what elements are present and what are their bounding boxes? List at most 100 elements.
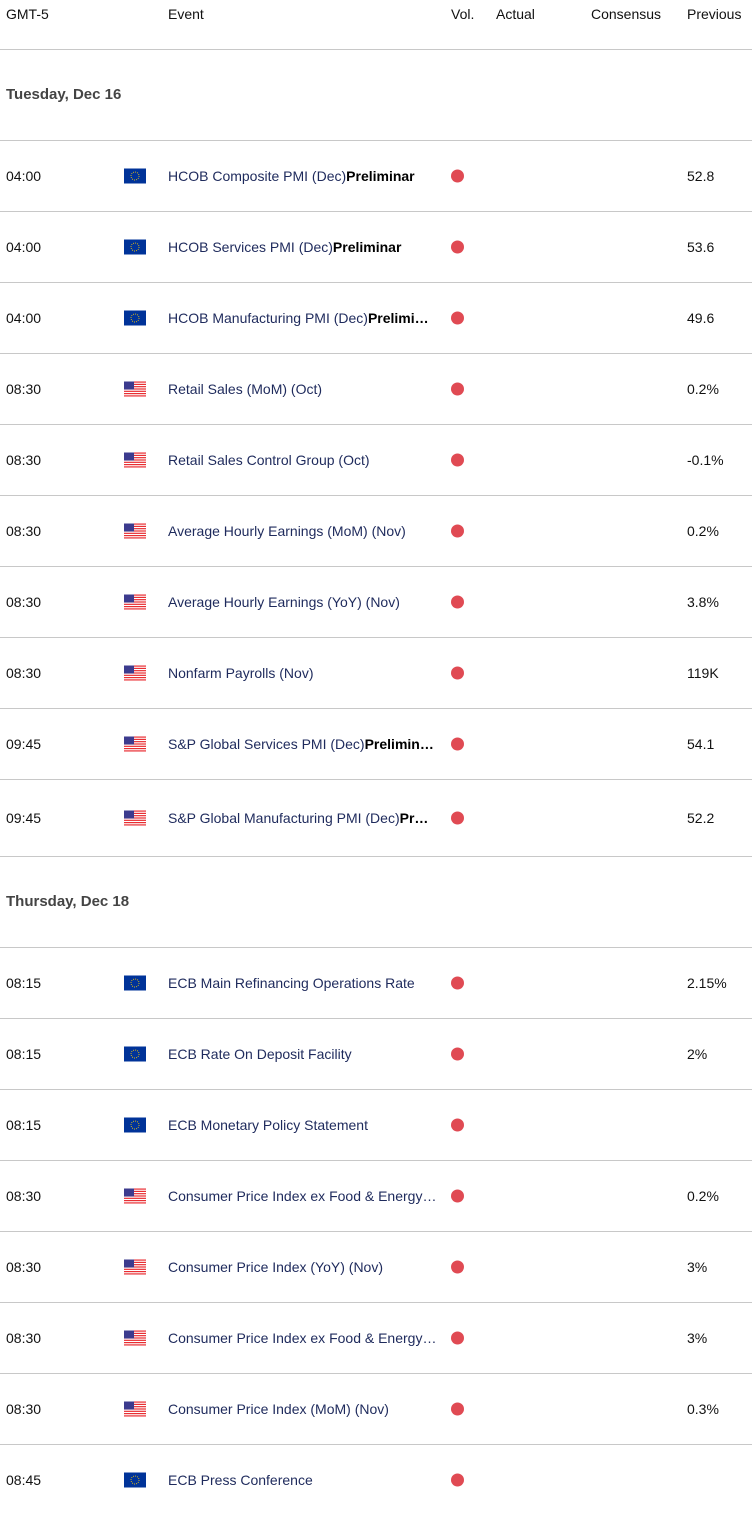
high-volatility-icon	[451, 453, 464, 467]
event-row[interactable]: 08:15 ECB Main Refinancing Operations Rat…	[0, 948, 752, 1019]
event-row[interactable]: 08:30 Consumer Price Index ex Food & Ener…	[0, 1303, 752, 1374]
event-name[interactable]: Retail Sales Control Group (Oct)	[168, 452, 448, 468]
us-flag-icon	[124, 736, 146, 752]
actual-header: Actual	[496, 6, 535, 22]
event-title: ECB Main Refinancing Operations Rate	[168, 975, 415, 991]
event-list: Tuesday, Dec 16 04:00 HCOB Composite PMI (…	[0, 50, 752, 1515]
high-volatility-icon	[451, 1189, 464, 1203]
event-row[interactable]: 08:15 ECB Rate On Deposit Facility 2%	[0, 1019, 752, 1090]
high-volatility-icon	[451, 240, 464, 254]
event-title: Average Hourly Earnings (MoM) (Nov)	[168, 523, 406, 539]
event-row[interactable]: 04:00 HCOB Manufacturing PMI (Dec)Prelimi…	[0, 283, 752, 354]
event-title: S&P Global Manufacturing PMI (Dec)	[168, 810, 400, 826]
high-volatility-icon	[451, 1118, 464, 1132]
eu-flag-icon	[124, 1472, 146, 1488]
previous-value: 0.2%	[687, 1188, 719, 1204]
volatility-header: Vol.	[451, 6, 475, 22]
event-row[interactable]: 08:30 Nonfarm Payrolls (Nov) 119K	[0, 638, 752, 709]
high-volatility-icon	[451, 382, 464, 396]
event-name[interactable]: ECB Press Conference	[168, 1472, 448, 1488]
day-label: Thursday, Dec 18	[6, 893, 130, 910]
event-name[interactable]: HCOB Manufacturing PMI (Dec)Prelimi…	[168, 310, 448, 326]
previous-value: 52.2	[687, 810, 715, 826]
high-volatility-icon	[451, 595, 464, 609]
event-row[interactable]: 04:00 HCOB Services PMI (Dec)Preliminar 53…	[0, 212, 752, 283]
event-name[interactable]: Consumer Price Index ex Food & Energy…	[168, 1188, 448, 1204]
event-title: Average Hourly Earnings (YoY) (Nov)	[168, 594, 400, 610]
event-time: 08:30	[6, 594, 42, 610]
event-name[interactable]: ECB Rate On Deposit Facility	[168, 1046, 448, 1062]
event-name[interactable]: Consumer Price Index ex Food & Energy…	[168, 1330, 448, 1346]
event-row[interactable]: 08:15 ECB Monetary Policy Statement	[0, 1090, 752, 1161]
high-volatility-icon	[451, 976, 464, 990]
event-title: ECB Monetary Policy Statement	[168, 1117, 368, 1133]
us-flag-icon	[124, 810, 146, 826]
event-row[interactable]: 08:30 Average Hourly Earnings (MoM) (Nov)…	[0, 496, 752, 567]
event-time: 08:30	[6, 665, 42, 681]
event-name[interactable]: Consumer Price Index (YoY) (Nov)	[168, 1259, 448, 1275]
event-row[interactable]: 08:30 Consumer Price Index (MoM) (Nov) 0.3…	[0, 1374, 752, 1445]
event-title: Retail Sales (MoM) (Oct)	[168, 381, 323, 397]
event-name[interactable]: Average Hourly Earnings (MoM) (Nov)	[168, 523, 448, 539]
eu-flag-icon	[124, 310, 146, 326]
day-label: Tuesday, Dec 16	[6, 86, 122, 103]
previous-value: -0.1%	[687, 452, 724, 468]
high-volatility-icon	[451, 1047, 464, 1061]
event-name[interactable]: Consumer Price Index (MoM) (Nov)	[168, 1401, 448, 1417]
event-name[interactable]: Average Hourly Earnings (YoY) (Nov)	[168, 594, 448, 610]
event-time: 08:15	[6, 975, 42, 991]
event-row[interactable]: 08:45 ECB Press Conference	[0, 1445, 752, 1515]
event-time: 09:45	[6, 736, 42, 752]
event-row[interactable]: 08:30 Consumer Price Index ex Food & Ener…	[0, 1161, 752, 1232]
eu-flag-icon	[124, 975, 146, 991]
event-row[interactable]: 08:30 Consumer Price Index (YoY) (Nov) 3%	[0, 1232, 752, 1303]
event-name[interactable]: S&P Global Services PMI (Dec)Prelimin…	[168, 736, 448, 752]
event-row[interactable]: 08:30 Average Hourly Earnings (YoY) (Nov)…	[0, 567, 752, 638]
event-title: HCOB Services PMI (Dec)	[168, 239, 333, 255]
event-name[interactable]: HCOB Composite PMI (Dec)Preliminar	[168, 168, 448, 184]
high-volatility-icon	[451, 311, 464, 325]
event-time: 04:00	[6, 168, 42, 184]
event-row[interactable]: 09:45 S&P Global Manufacturing PMI (Dec)P…	[0, 780, 752, 857]
eu-flag-icon	[124, 1046, 146, 1062]
eu-flag-icon	[124, 239, 146, 255]
event-row[interactable]: 08:30 Retail Sales (MoM) (Oct) 0.2%	[0, 354, 752, 425]
previous-value: 3%	[687, 1330, 708, 1346]
event-time: 08:30	[6, 1330, 42, 1346]
high-volatility-icon	[451, 1331, 464, 1345]
event-time: 04:00	[6, 310, 42, 326]
high-volatility-icon	[451, 737, 464, 751]
event-qualifier: Pr…	[399, 810, 429, 826]
timezone-header[interactable]: GMT-5	[6, 6, 49, 22]
previous-value: 2.15%	[687, 975, 727, 991]
event-name[interactable]: ECB Main Refinancing Operations Rate	[168, 975, 448, 991]
day-header: Thursday, Dec 18	[0, 857, 752, 948]
event-time: 04:00	[6, 239, 42, 255]
event-title: HCOB Composite PMI (Dec)	[168, 168, 347, 184]
event-time: 08:30	[6, 381, 42, 397]
event-row[interactable]: 08:30 Retail Sales Control Group (Oct) -0.…	[0, 425, 752, 496]
us-flag-icon	[124, 523, 146, 539]
previous-value: 0.3%	[687, 1401, 719, 1417]
event-name[interactable]: HCOB Services PMI (Dec)Preliminar	[168, 239, 448, 255]
previous-value: 52.8	[687, 168, 715, 184]
event-qualifier: Prelimin…	[364, 736, 434, 752]
previous-value: 0.2%	[687, 381, 719, 397]
event-qualifier: Preliminar	[346, 168, 415, 184]
us-flag-icon	[124, 452, 146, 468]
event-time: 08:30	[6, 1259, 42, 1275]
eu-flag-icon	[124, 1117, 146, 1133]
event-name[interactable]: ECB Monetary Policy Statement	[168, 1117, 448, 1133]
event-row[interactable]: 04:00 HCOB Composite PMI (Dec)Preliminar 5…	[0, 141, 752, 212]
event-name[interactable]: Retail Sales (MoM) (Oct)	[168, 381, 448, 397]
event-time: 08:30	[6, 452, 42, 468]
event-time: 08:15	[6, 1117, 42, 1133]
event-name[interactable]: Nonfarm Payrolls (Nov)	[168, 665, 448, 681]
us-flag-icon	[124, 594, 146, 610]
previous-value: 3.8%	[687, 594, 719, 610]
event-time: 08:15	[6, 1046, 42, 1062]
event-name[interactable]: S&P Global Manufacturing PMI (Dec)Pr…	[168, 810, 448, 826]
event-row[interactable]: 09:45 S&P Global Services PMI (Dec)Prelim…	[0, 709, 752, 780]
high-volatility-icon	[451, 1473, 464, 1487]
day-header: Tuesday, Dec 16	[0, 50, 752, 141]
